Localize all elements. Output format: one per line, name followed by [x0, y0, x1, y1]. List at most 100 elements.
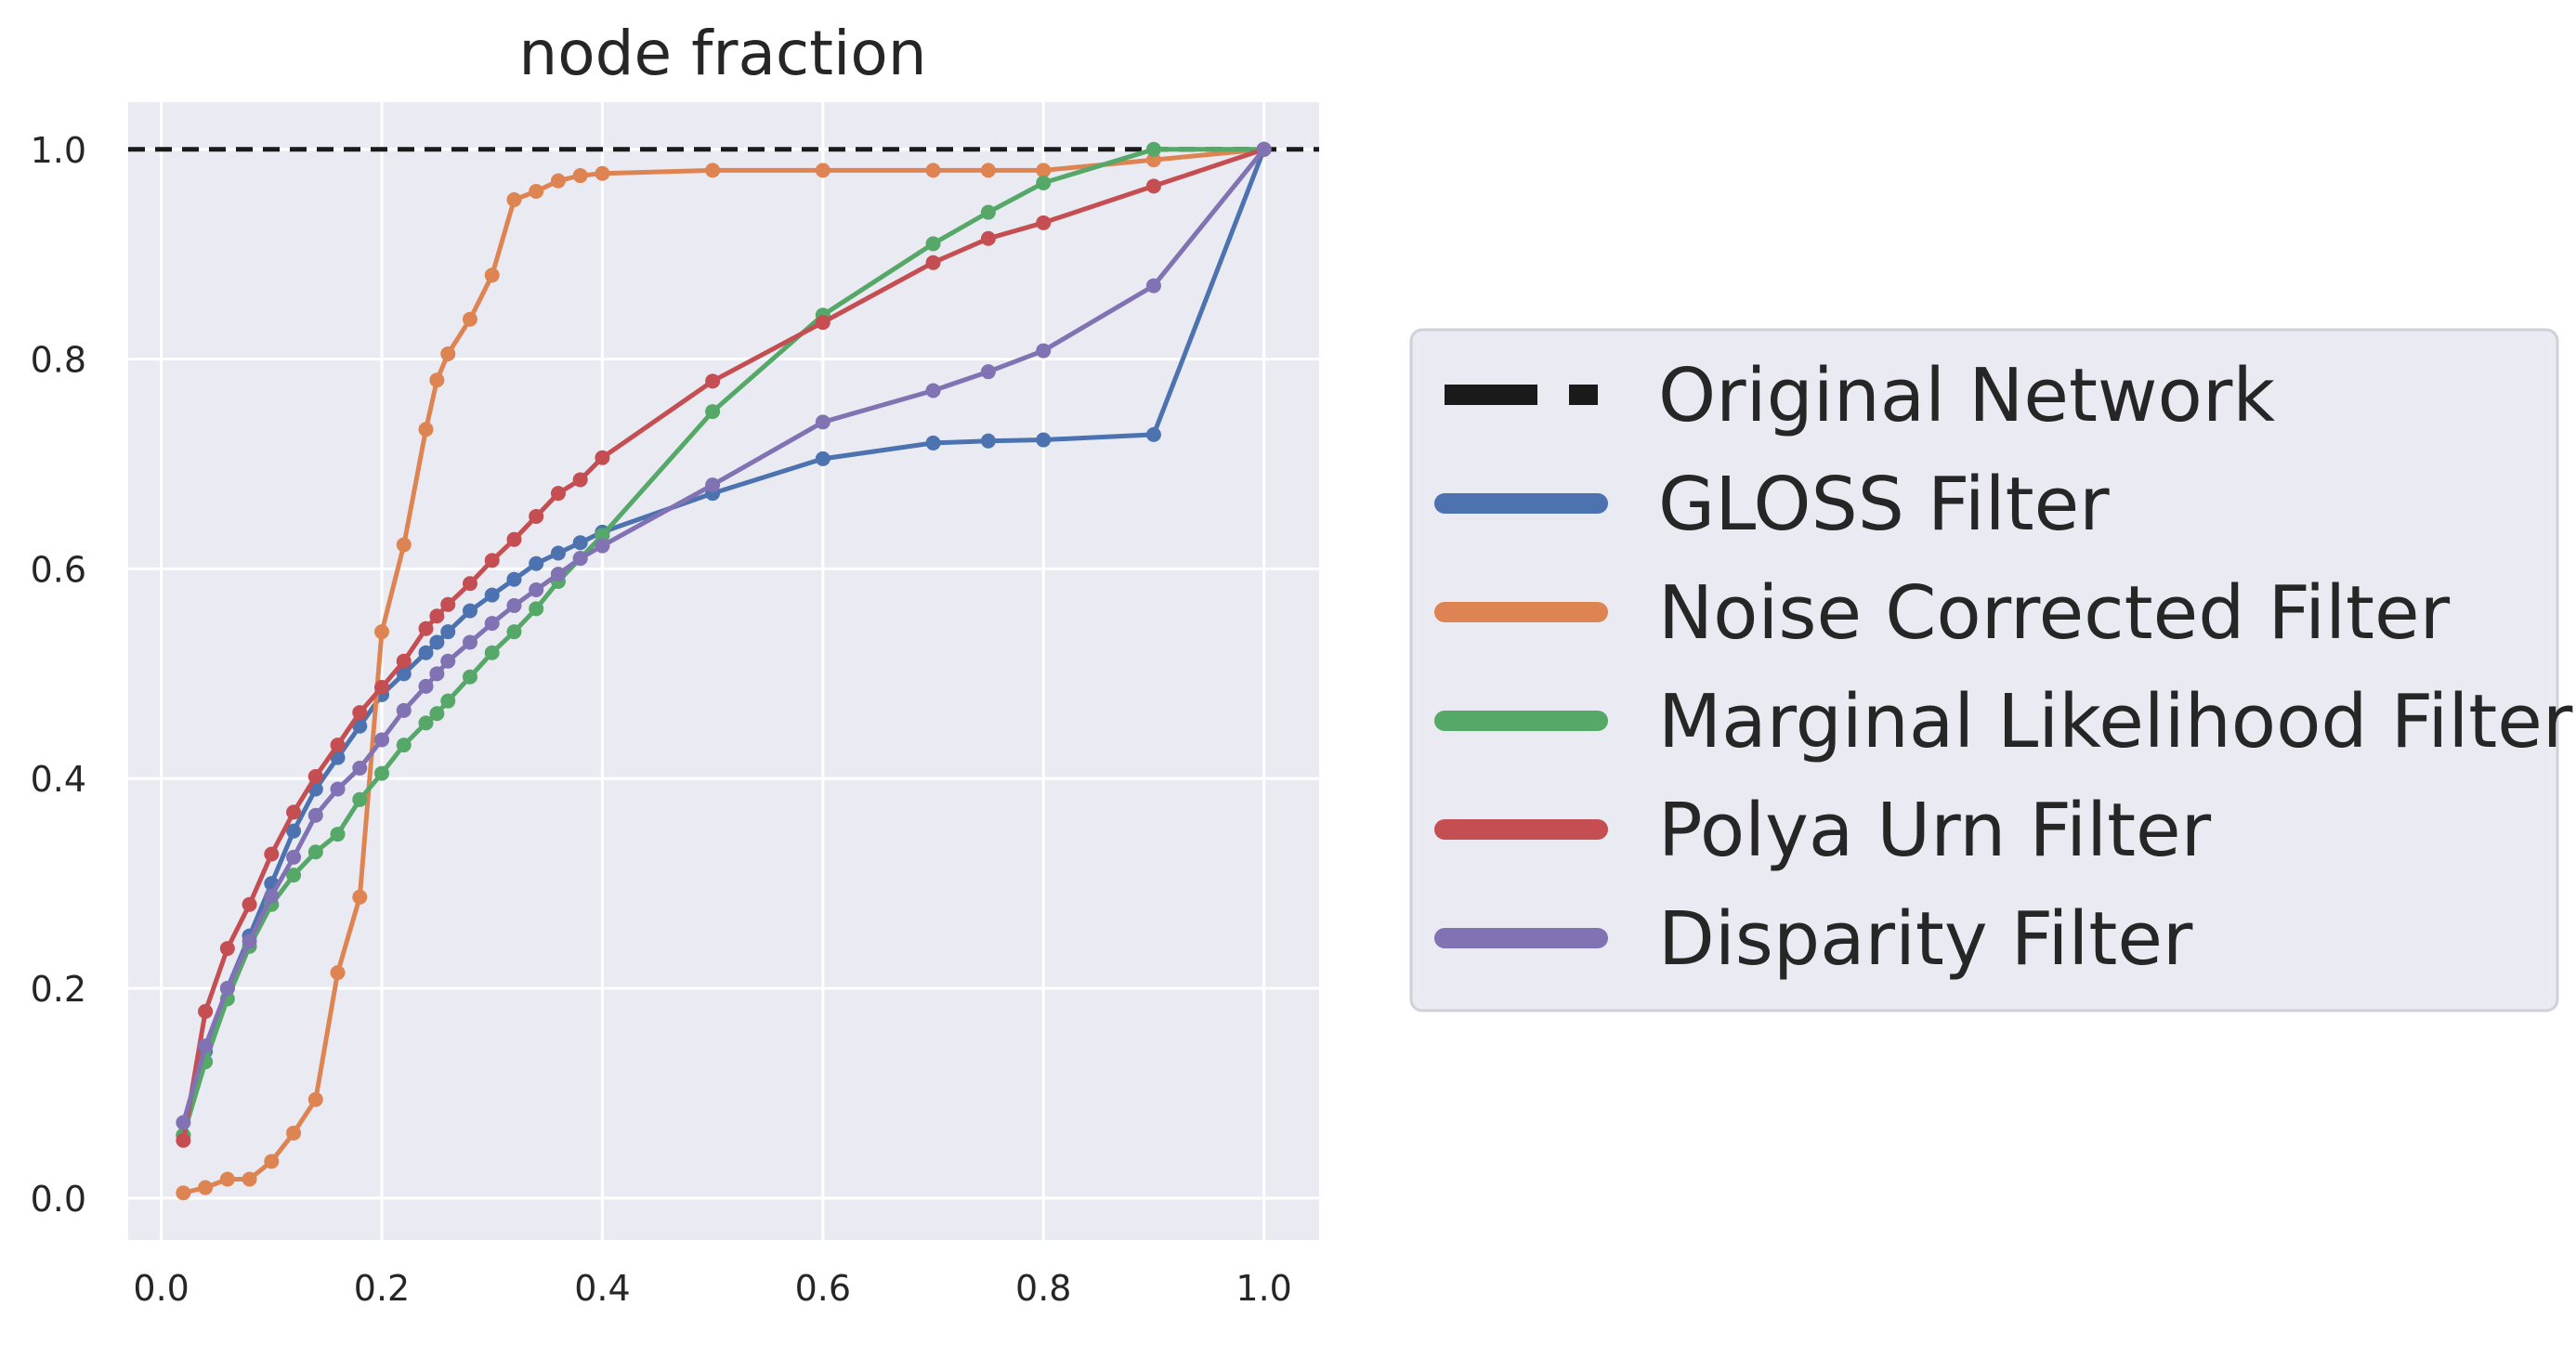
series-point [286, 823, 302, 839]
series-point [1256, 141, 1272, 157]
legend-label: Polya Urn Filter [1658, 788, 2212, 873]
series-point [980, 230, 996, 246]
series-point [418, 620, 434, 636]
series-point [705, 373, 721, 389]
series-point [264, 888, 280, 904]
legend-label: Disparity Filter [1658, 896, 2193, 982]
series-point [418, 715, 434, 731]
series-point [219, 981, 235, 997]
series-point [529, 601, 544, 617]
series-point [595, 538, 610, 554]
series-point [529, 508, 544, 524]
series-point [307, 768, 323, 784]
series-point [462, 603, 477, 619]
series-point [176, 1185, 191, 1201]
series-point [286, 868, 302, 883]
series-point [925, 236, 941, 252]
series-point [264, 846, 280, 862]
series-point [980, 433, 996, 449]
series-point [595, 165, 610, 181]
y-tick-label: 0.8 [31, 340, 86, 381]
y-tick-label: 0.4 [31, 759, 86, 800]
series-point [352, 791, 368, 807]
series-point [198, 1003, 214, 1019]
series-point [705, 477, 721, 493]
series-point [1145, 178, 1161, 194]
series-point [980, 364, 996, 380]
series-point [506, 531, 522, 547]
series-point [595, 450, 610, 465]
series-point [374, 624, 390, 640]
series-point [462, 669, 477, 685]
series-point [1036, 343, 1052, 359]
y-tick-label: 0.6 [31, 549, 86, 590]
series-point [352, 889, 368, 905]
series-point [219, 1171, 235, 1187]
series-point [242, 896, 257, 912]
series-point [396, 666, 412, 682]
legend-label: GLOSS Filter [1658, 462, 2110, 547]
x-tick-label: 0.0 [133, 1268, 189, 1309]
series-point [440, 624, 456, 640]
x-tick-label: 1.0 [1236, 1268, 1291, 1309]
series-point [815, 315, 830, 331]
series-point [506, 192, 522, 207]
series-point [307, 807, 323, 823]
y-tick-label: 1.0 [31, 130, 86, 171]
series-point [980, 163, 996, 178]
series-point [418, 422, 434, 437]
series-point [374, 680, 390, 695]
legend-entry: Disparity Filter [1434, 896, 2193, 982]
series-point [462, 634, 477, 650]
series-point [1145, 426, 1161, 442]
series-4 [176, 141, 1272, 1130]
y-tick-label: 0.0 [31, 1179, 86, 1220]
series-point [429, 706, 445, 722]
x-tick-label: 0.8 [1015, 1268, 1071, 1309]
series-line [182, 147, 1264, 1195]
series-point [484, 616, 500, 632]
series-point [198, 1038, 214, 1054]
series-point [815, 163, 830, 178]
series-point [529, 555, 544, 571]
series-point [815, 451, 830, 466]
series-point [1145, 278, 1161, 294]
series-point [352, 718, 368, 734]
x-tick-label: 0.2 [354, 1268, 410, 1309]
series-point [550, 567, 566, 582]
series-point [550, 173, 566, 189]
series-point [440, 596, 456, 612]
series-point [980, 204, 996, 220]
plot-area [128, 102, 1319, 1240]
series-point [484, 587, 500, 603]
series-point [242, 1171, 257, 1187]
series-point [484, 553, 500, 568]
series-point [506, 571, 522, 587]
series-point [1036, 215, 1052, 230]
legend-label: Original Network [1658, 353, 2275, 438]
series-point [462, 311, 477, 327]
series-point [572, 551, 588, 567]
series-point [374, 732, 390, 748]
series-point [1036, 163, 1052, 178]
series-point [815, 414, 830, 430]
series-point [506, 597, 522, 613]
series-point [925, 435, 941, 451]
series-point [242, 934, 257, 949]
series-point [429, 634, 445, 650]
legend-label: Marginal Likelihood Filter [1658, 679, 2573, 764]
series-point [925, 383, 941, 398]
series-line [180, 148, 1266, 1124]
series-point [529, 183, 544, 199]
legend-entry: GLOSS Filter [1434, 462, 2110, 547]
legend-label: Noise Corrected Filter [1658, 570, 2451, 656]
legend-entry: Polya Urn Filter [1434, 788, 2212, 873]
series-line [181, 147, 1264, 1136]
series-point [418, 678, 434, 694]
series-point [219, 941, 235, 957]
legend-entry: Marginal Likelihood Filter [1434, 679, 2573, 764]
series-point [572, 168, 588, 184]
series-point [396, 653, 412, 669]
series-point [1036, 175, 1052, 190]
